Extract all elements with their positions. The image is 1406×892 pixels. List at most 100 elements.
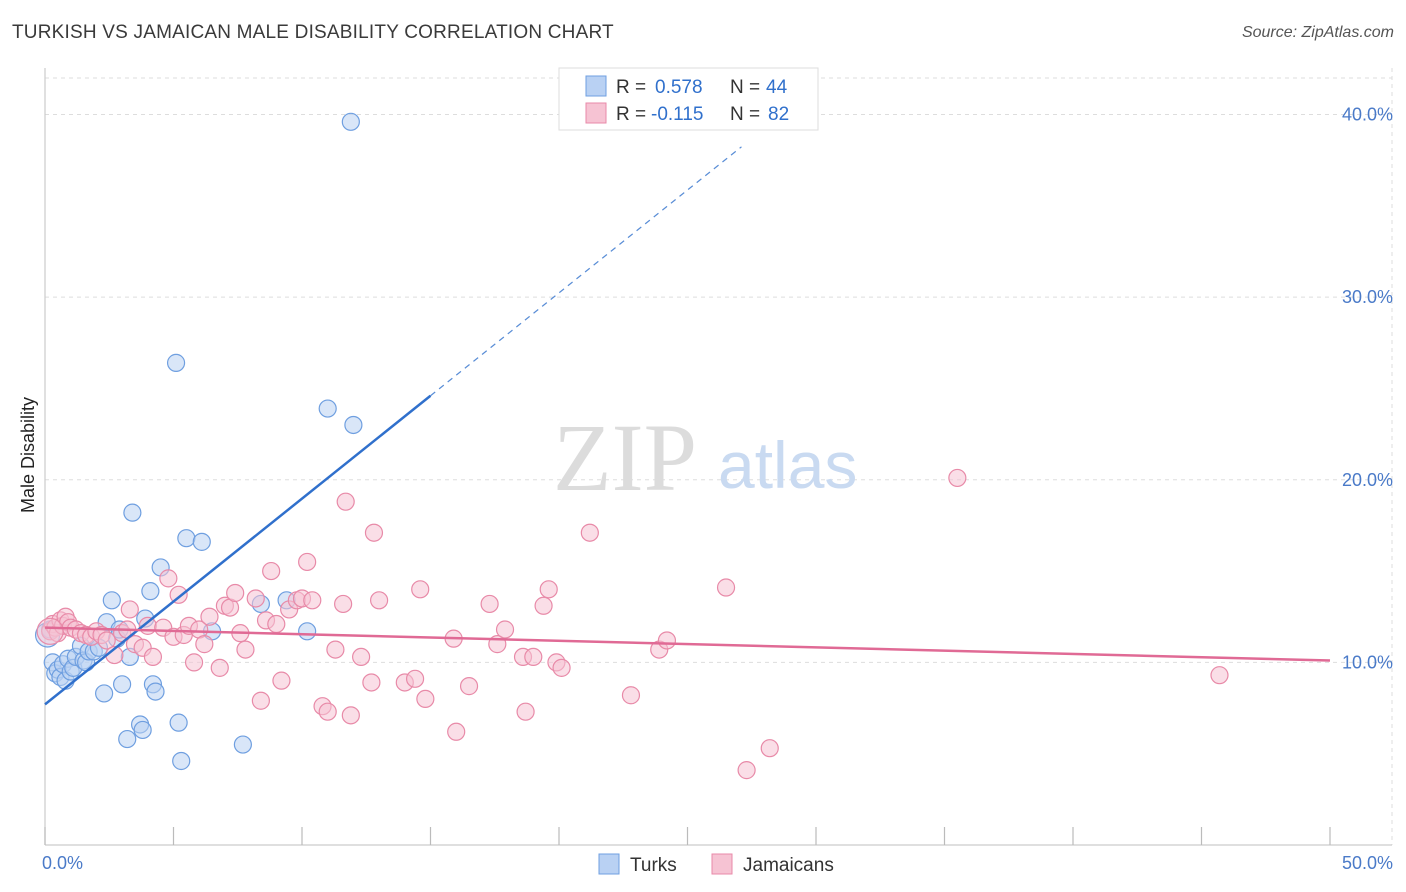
point-turks [192,532,211,551]
point-jamaicans [352,647,371,667]
y-tick-label: 30.0% [1342,287,1393,307]
point-jamaicans [169,585,188,604]
watermark: ZIP atlas [553,404,857,511]
chart-title: TURKISH VS JAMAICAN MALE DISABILITY CORR… [12,22,614,43]
point-turks [112,675,132,694]
point-turks [141,582,160,601]
point-jamaicans [405,669,425,688]
x-tick-label: 0.0% [42,853,83,873]
point-jamaicans [97,631,116,650]
point-jamaicans [303,591,322,610]
point-turks [123,503,142,522]
point-jamaicans [552,658,571,677]
point-turks [146,682,165,701]
legend-r-label-turks: R = [616,77,646,98]
point-jamaicans [480,594,499,614]
point-turks [133,720,152,740]
watermark-zip: ZIP [553,404,697,511]
legend-bottom-swatch-turks [598,853,620,875]
point-turks [298,622,317,641]
legend-r-label-jamaicans: R = [616,104,646,125]
y-tick-label: 40.0% [1342,105,1393,125]
point-jamaicans [298,552,317,572]
point-jamaicans [246,589,265,608]
legend-r-value-jamaicans: -0.115 [651,104,703,125]
point-turks [318,399,337,418]
point-jamaicans [416,689,435,709]
legend-bottom-label-jamaicans: Jamaicans [743,855,834,876]
point-turks [341,112,360,131]
point-jamaicans [272,671,291,690]
point-jamaicans [716,578,736,597]
point-jamaicans [516,702,535,721]
legend-n-label-turks: N = [730,77,760,98]
point-jamaicans [318,702,337,721]
point-turks [344,415,363,435]
legend-bottom-swatch-jamaicans [711,853,733,875]
series-turks [34,112,363,771]
point-jamaicans [184,653,204,672]
point-jamaicans [539,580,558,599]
point-turks [172,751,191,771]
legend-bottom-label-turks: Turks [630,855,677,876]
point-jamaicans [195,635,214,654]
y-tick-label: 10.0% [1342,652,1393,672]
point-turks [166,353,186,372]
axes [44,68,1392,846]
grid-lines [45,68,1393,845]
point-jamaicans [251,691,270,710]
point-jamaicans [524,647,543,667]
legend-swatch-jamaicans [585,102,607,124]
source-label: Source: ZipAtlas.com [1241,24,1394,41]
point-jamaicans [580,523,599,542]
watermark-atlas: atlas [718,428,857,502]
point-jamaicans [948,468,967,488]
trend-line-jamaicans [44,626,1331,662]
point-jamaicans [657,631,677,650]
point-jamaicans [411,580,430,599]
point-jamaicans [262,561,281,581]
point-jamaicans [143,647,163,667]
point-jamaicans [534,596,553,615]
y-axis-title: Male Disability [18,397,38,513]
point-jamaicans [341,706,360,725]
point-jamaicans [370,591,389,610]
point-turks [102,591,121,610]
x-tick-label: 50.0% [1342,853,1393,873]
point-jamaicans [236,640,255,659]
point-jamaicans [210,658,229,677]
point-jamaicans [760,739,779,758]
legend-n-value-turks: 44 [766,77,788,98]
point-jamaicans [159,569,178,588]
point-turks [95,684,114,703]
point-jamaicans [334,594,353,614]
point-jamaicans [336,492,355,511]
point-jamaicans [267,614,286,634]
point-jamaicans [362,673,381,692]
point-jamaicans [1210,666,1229,685]
series-legend: Turks Jamaicans [598,853,834,876]
legend-n-label-jamaicans: N = [730,104,760,125]
point-jamaicans [447,722,466,741]
point-jamaicans [226,583,245,603]
trend-line-turks [44,394,432,706]
point-jamaicans [459,677,479,696]
trend-lines [44,146,1331,706]
trend-line-turks-extension [430,146,742,397]
point-turks [118,729,137,749]
point-turks [177,529,196,548]
point-turks [233,735,252,754]
point-jamaicans [120,600,139,619]
tick-labels: 10.0% 20.0% 30.0% 40.0% 0.0% 50.0% [42,105,1393,873]
legend-swatch-turks [585,75,607,97]
point-jamaicans [326,640,345,659]
point-jamaicans-cluster [36,617,64,645]
point-jamaicans [621,686,641,705]
point-jamaicans [200,607,219,626]
point-jamaicans [495,620,515,639]
point-jamaicans [364,523,384,542]
y-tick-label: 20.0% [1342,470,1393,490]
legend-n-value-jamaicans: 82 [768,104,789,125]
legend-r-value-turks: 0.578 [655,77,703,98]
